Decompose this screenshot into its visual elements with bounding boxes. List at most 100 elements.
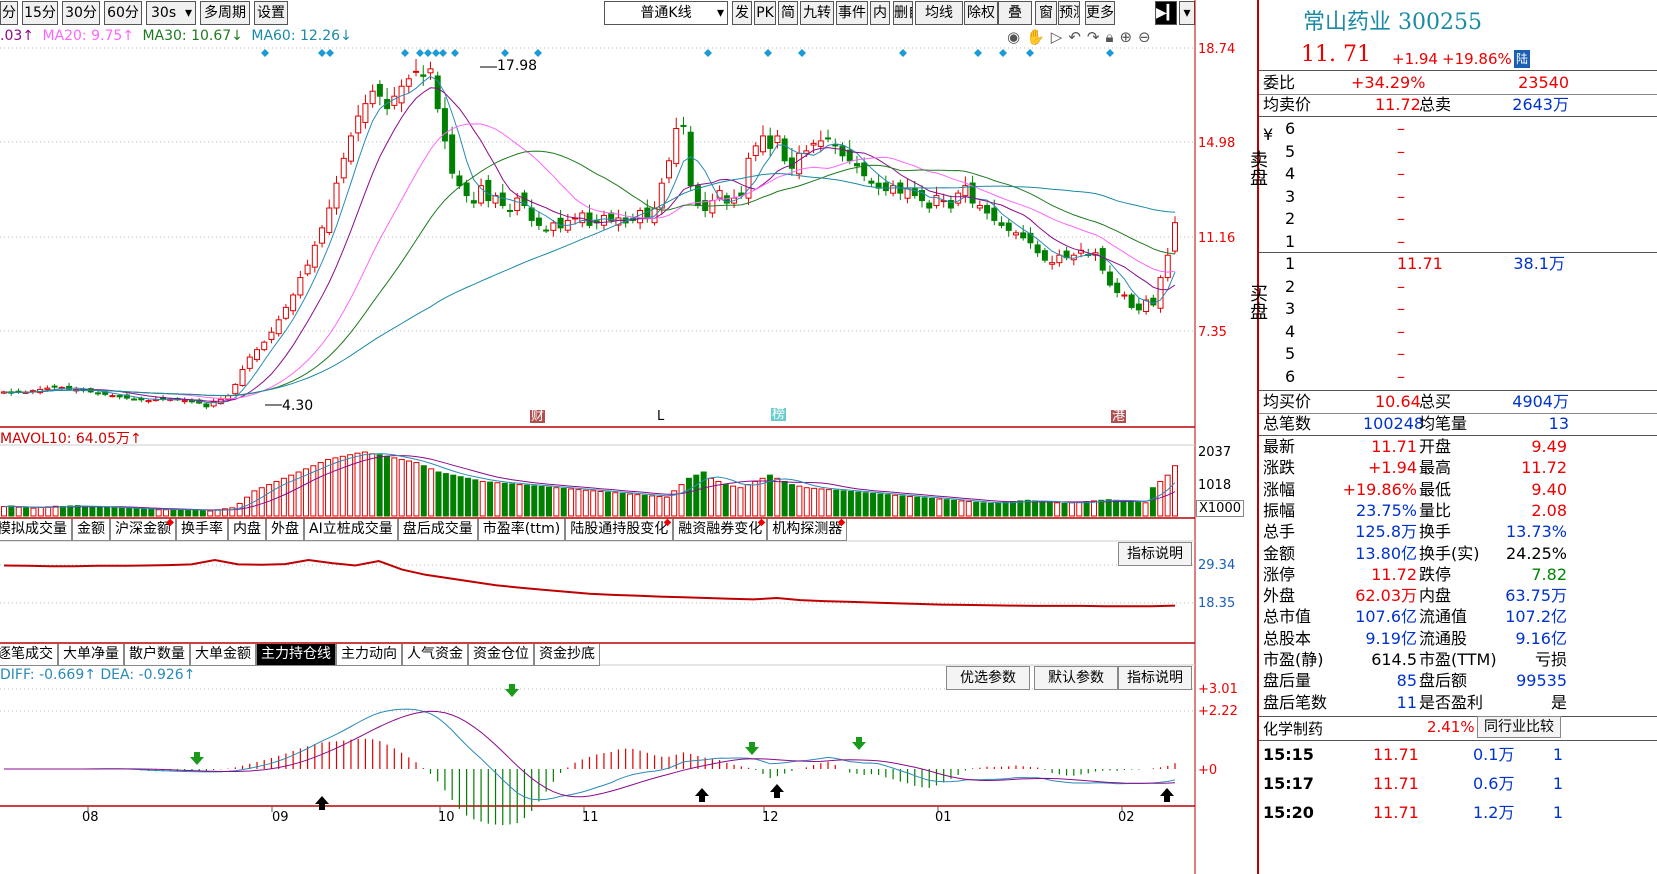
zoom-out-icon[interactable]: ⊖: [1138, 28, 1151, 46]
period-30min-button[interactable]: 30分: [62, 1, 100, 25]
volume-bar: [693, 474, 700, 517]
event-marker-l[interactable]: L: [657, 409, 665, 424]
play-icon[interactable]: ▷: [1050, 28, 1063, 46]
toolbar-button-9[interactable]: 叠: [998, 1, 1032, 25]
order-book-row: 2–: [1285, 276, 1565, 298]
period-15min-button[interactable]: 15分: [22, 1, 58, 25]
fund-tabs: 逐笔成交 大单净量 散户数量 大单金额 主力持仓线 主力动向 人气资金 资金仓位 资金抄底: [0, 644, 600, 666]
fund-tab-1[interactable]: 大单净量: [58, 644, 124, 666]
toolbar-button-4[interactable]: 事件: [836, 1, 868, 25]
volume-bar: [1061, 502, 1068, 517]
toolbar-button-6[interactable]: 删自选: [893, 1, 913, 25]
event-marker-finance[interactable]: 财: [530, 409, 546, 424]
fund-tab-6[interactable]: 人气资金: [402, 644, 468, 666]
indicator-tab-2[interactable]: 沪深金额 ◆: [110, 518, 176, 541]
indicator-tab-11[interactable]: 机构探测器 ◆: [767, 518, 848, 541]
redo-icon[interactable]: ↷: [1086, 28, 1100, 46]
toolbar-button-10[interactable]: 窗: [1035, 1, 1057, 25]
hand-icon[interactable]: ✋: [1026, 28, 1045, 46]
volume-bar: [442, 473, 449, 517]
period-1min-button[interactable]: 分: [0, 1, 18, 25]
panel-toggle-button[interactable]: ▶▎: [1155, 1, 1177, 25]
event-marker-hk[interactable]: 港: [1111, 409, 1127, 424]
toolbar-button-12[interactable]: 更多: [1085, 1, 1115, 25]
fund-tab-3[interactable]: 大单金额: [190, 644, 256, 666]
indicator-tab-3[interactable]: 换手率: [176, 519, 228, 541]
indicator-tab-9[interactable]: 陆股通持股变化 ◆: [565, 518, 674, 541]
sector-name[interactable]: 化学制药: [1263, 720, 1324, 738]
fund-tab-8[interactable]: 资金抄底: [534, 644, 600, 666]
toolbar-button-7[interactable]: 均线: [915, 1, 963, 25]
volume-bar: [67, 505, 74, 517]
volume-bar: [420, 465, 427, 517]
candle-body: [261, 341, 268, 351]
volume-bar: [870, 492, 877, 517]
multi-period-button[interactable]: 多周期: [200, 1, 250, 25]
fund-tab-2[interactable]: 散户数量: [124, 644, 190, 666]
indicator-tab-4[interactable]: 内盘: [228, 519, 266, 541]
toolbar-button-3[interactable]: 九转: [800, 1, 834, 25]
preferred-params-button[interactable]: 优选参数: [946, 666, 1030, 690]
eye-icon[interactable]: ◉: [1007, 28, 1021, 46]
indicator-tab-5[interactable]: 外盘: [266, 519, 304, 541]
buy-arrow-icon: [315, 796, 329, 810]
period-select[interactable]: 30s ▾: [146, 1, 196, 25]
candle-body: [882, 182, 889, 192]
fund-tab-4[interactable]: 主力持仓线: [256, 644, 336, 666]
candle-body: [535, 217, 542, 226]
volume-bar: [450, 474, 457, 517]
period-60min-button[interactable]: 60分: [104, 1, 142, 25]
zoom-in-icon[interactable]: ⊕: [1119, 28, 1133, 46]
level-label: 6: [1285, 119, 1296, 138]
volume-bar: [892, 494, 899, 517]
volume-bar: [170, 508, 177, 517]
volume-bar: [1054, 502, 1061, 517]
indicator-tab-6[interactable]: AI立桩成交量: [304, 519, 398, 541]
kline-type-select[interactable]: 普通K线 ▾: [604, 1, 728, 25]
volume-bar: [52, 505, 59, 517]
industry-compare-button[interactable]: 同行业比较: [1477, 716, 1561, 738]
settings-button[interactable]: 设置: [254, 1, 288, 25]
volume-bar: [74, 505, 81, 517]
toolbar-button-11[interactable]: 预测: [1058, 1, 1080, 25]
total-deals-label: 总笔数: [1263, 414, 1312, 433]
candle-body: [290, 294, 297, 312]
toolbar-button-0[interactable]: 发: [732, 1, 752, 25]
chart-area[interactable]: [0, 0, 1257, 874]
indicator-tab-0[interactable]: 模拟成交量: [0, 519, 72, 541]
lock-icon[interactable]: 🔒︎: [1105, 28, 1114, 46]
macd-explain-button[interactable]: 指标说明: [1118, 666, 1192, 690]
yen-icon: ¥: [1263, 125, 1274, 144]
stat-label: 最高: [1419, 458, 1452, 478]
fund-tab-5[interactable]: 主力动向: [336, 644, 402, 666]
toolbar-button-2[interactable]: 简: [778, 1, 798, 25]
candle-body: [398, 85, 405, 104]
volume-bar: [1090, 500, 1097, 517]
default-params-button[interactable]: 默认参数: [1034, 666, 1118, 690]
fund-tab-7[interactable]: 资金仓位: [468, 644, 534, 666]
volume-bar: [877, 493, 884, 517]
signal-diamond-icon: [1106, 49, 1114, 57]
toolbar-menu-chevron[interactable]: ▾: [1179, 1, 1195, 25]
event-marker-rank[interactable]: 榜: [771, 407, 787, 422]
indicator-tab-label: 外盘: [271, 521, 299, 537]
toolbar-button-1[interactable]: PK: [754, 1, 776, 25]
indicator-tab-1[interactable]: 金额: [72, 519, 110, 541]
volume-bar: [376, 454, 383, 517]
indicator-explain-button[interactable]: 指标说明: [1118, 542, 1192, 566]
indicator-tab-7[interactable]: 盘后成交量: [397, 519, 478, 541]
toolbar-button-5[interactable]: 内: [870, 1, 890, 25]
level-price: –: [1397, 119, 1405, 138]
indicator-tab-10[interactable]: 融资融券变化 ◆: [673, 518, 768, 541]
dea-line: [4, 710, 1176, 798]
tick-volume: 0.6万: [1473, 774, 1515, 793]
volume-bar: [973, 501, 980, 517]
volume-bar: [1113, 499, 1120, 517]
undo-icon[interactable]: ↶: [1068, 28, 1081, 46]
indicator-tab-label: 模拟成交量: [0, 521, 67, 537]
fund-tab-0[interactable]: 逐笔成交: [0, 644, 58, 666]
toolbar-button-8[interactable]: 除权: [964, 1, 998, 25]
indicator-tab-8[interactable]: 市盈率(ttm): [477, 519, 566, 541]
level-price: –: [1397, 299, 1405, 318]
stat-label: 内盘: [1419, 586, 1452, 606]
